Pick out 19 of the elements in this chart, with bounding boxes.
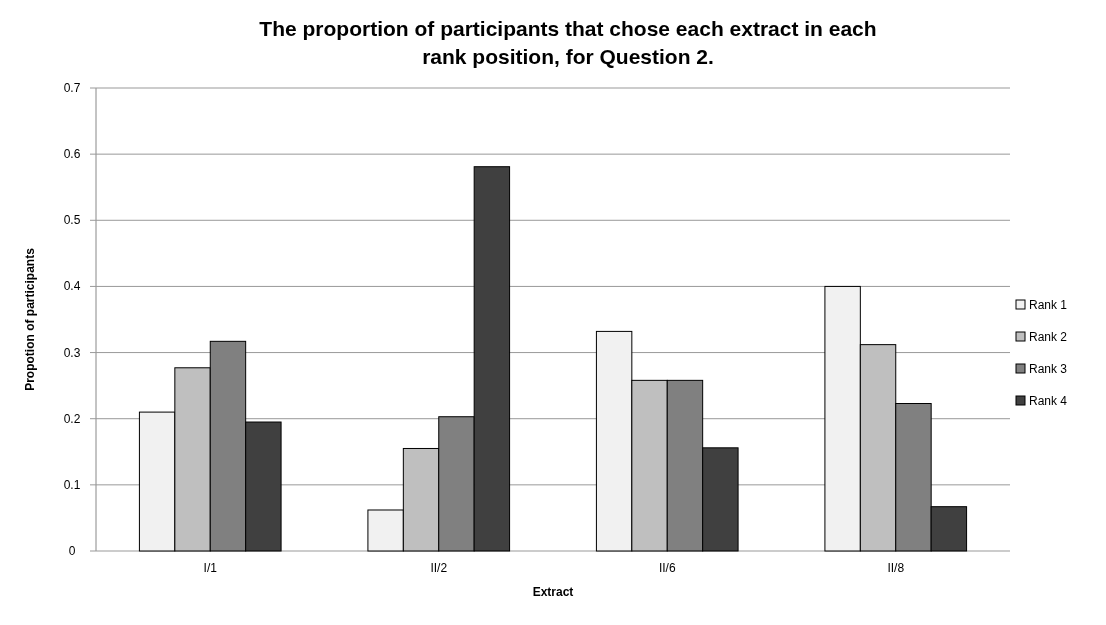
y-tick-label: 0 <box>68 544 76 558</box>
y-tick-label: 0.3 <box>63 345 81 360</box>
x-tick-label: I/1 <box>203 561 218 575</box>
y-tick-label: 0.1 <box>63 477 81 492</box>
legend-label: Rank 4 <box>1029 394 1068 408</box>
legend-label: Rank 3 <box>1029 362 1068 376</box>
y-axis-title: Propotion of participants <box>23 247 37 391</box>
y-tick-label: 0.5 <box>63 213 81 228</box>
x-axis-title: Extract <box>532 585 574 599</box>
y-tick-label: 0.4 <box>63 279 81 294</box>
x-tick-label: II/8 <box>887 561 905 575</box>
y-tick-label: 0.2 <box>63 411 81 426</box>
chart-title: The proportion of participants that chose each extract in each rank position, for Question 2. <box>259 17 877 68</box>
y-tick-label: 0.7 <box>63 81 81 95</box>
legend-label: Rank 2 <box>1029 330 1068 344</box>
x-tick-label: II/2 <box>430 561 448 575</box>
legend-label: Rank 1 <box>1029 298 1068 312</box>
x-tick-label: II/6 <box>658 561 676 575</box>
y-tick-label: 0.6 <box>63 147 81 162</box>
